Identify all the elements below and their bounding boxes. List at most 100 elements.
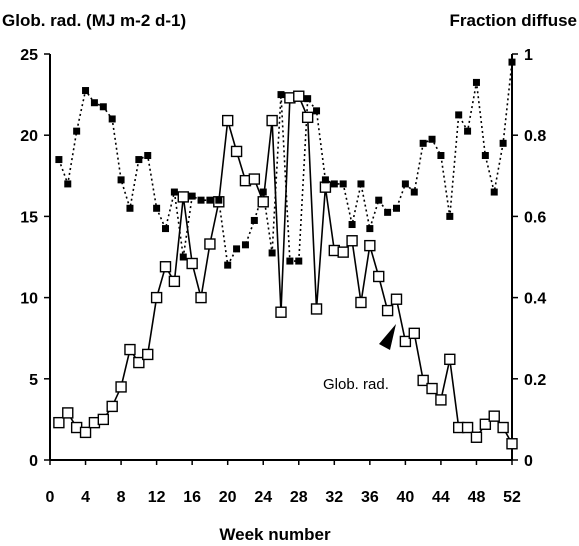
fraction-diffuse-point bbox=[321, 176, 329, 184]
glob-rad-point bbox=[266, 114, 278, 127]
fraction-diffuse-point bbox=[126, 204, 134, 212]
glob-rad-point bbox=[346, 235, 358, 247]
x-axis-title: Week number bbox=[219, 525, 331, 544]
glob-rad-point bbox=[53, 416, 65, 429]
fraction-diffuse-point bbox=[224, 261, 232, 269]
glob-rad-point bbox=[417, 374, 429, 387]
fraction-diffuse-point bbox=[481, 152, 489, 159]
fraction-diffuse-point bbox=[277, 91, 285, 99]
fraction-diffuse-point bbox=[490, 188, 498, 196]
glob-rad-point bbox=[408, 327, 420, 340]
annotation-label: Glob. rad. bbox=[323, 376, 389, 393]
glob-rad-point bbox=[195, 291, 207, 304]
glob-rad-point bbox=[444, 353, 456, 366]
x-tick-label: 32 bbox=[325, 489, 343, 506]
x-tick-label: 52 bbox=[503, 489, 521, 506]
fraction-diffuse-point bbox=[375, 196, 383, 204]
y-left-tick-label: 15 bbox=[20, 209, 38, 226]
fraction-diffuse-point bbox=[135, 156, 143, 164]
fraction-diffuse-point bbox=[437, 152, 445, 159]
y-left-tick-label: 0 bbox=[29, 453, 38, 470]
x-tick-label: 24 bbox=[254, 489, 272, 506]
y-right-tick-label: 0.8 bbox=[524, 128, 546, 145]
fraction-diffuse-point bbox=[170, 188, 178, 196]
glob-rad-point bbox=[399, 335, 412, 348]
y-left-axis-title: Glob. rad. (MJ m-2 d-1) bbox=[2, 11, 186, 30]
fraction-diffuse-point bbox=[82, 87, 90, 95]
glob-rad-point bbox=[150, 291, 163, 304]
glob-rad-point bbox=[310, 303, 323, 315]
glob-rad-point bbox=[275, 306, 287, 318]
glob_rad-line bbox=[58, 95, 513, 445]
glob-rad-point bbox=[497, 421, 509, 434]
x-tick-label: 16 bbox=[183, 489, 201, 506]
fraction-diffuse-point bbox=[339, 180, 347, 188]
y-right-tick-label: 1 bbox=[524, 47, 533, 64]
glob-rad-point bbox=[230, 145, 243, 158]
glob-rad-point bbox=[479, 418, 492, 430]
glob-rad-point bbox=[381, 304, 394, 317]
y-left-tick-label: 20 bbox=[20, 128, 38, 145]
glob-rad-point bbox=[97, 413, 110, 426]
x-tick-label: 44 bbox=[432, 489, 450, 506]
glob-rad-point bbox=[221, 114, 234, 127]
fraction_diffuse-line bbox=[58, 62, 513, 268]
fraction-diffuse-point bbox=[99, 103, 107, 111]
glob-rad-point bbox=[435, 394, 447, 406]
fraction-diffuse-point bbox=[295, 257, 303, 265]
fraction-diffuse-point bbox=[144, 152, 152, 159]
glob-rad-point bbox=[248, 173, 261, 185]
x-tick-label: 28 bbox=[290, 489, 308, 506]
fraction-diffuse-point bbox=[508, 58, 516, 66]
fraction-diffuse-point bbox=[472, 78, 480, 86]
glob-rad-point bbox=[79, 426, 92, 439]
fraction-diffuse-point bbox=[179, 253, 187, 261]
glob-rad-point bbox=[177, 191, 189, 203]
glob-rad-point bbox=[186, 257, 198, 270]
fraction-diffuse-point bbox=[268, 249, 276, 257]
y-right-tick-label: 0.6 bbox=[524, 209, 546, 226]
glob-rad-point bbox=[133, 356, 145, 369]
glob-rad-point bbox=[159, 261, 172, 273]
fraction-diffuse-point bbox=[233, 245, 241, 253]
fraction-diffuse-point bbox=[348, 221, 356, 229]
glob-rad-point bbox=[124, 343, 136, 356]
glob-rad-point bbox=[106, 400, 118, 413]
fraction-diffuse-point bbox=[197, 196, 205, 204]
x-tick-label: 40 bbox=[396, 489, 414, 506]
fraction-diffuse-point bbox=[153, 204, 161, 212]
fraction-diffuse-point bbox=[428, 135, 436, 143]
fraction-diffuse-point bbox=[330, 180, 338, 188]
fraction-diffuse-point bbox=[73, 127, 81, 135]
glob-rad-point bbox=[337, 246, 349, 258]
y-right-axis-title: Fraction diffuse bbox=[449, 11, 577, 30]
glob-rad-point bbox=[355, 296, 367, 309]
glob-rad-point bbox=[506, 438, 518, 450]
fraction-diffuse-point bbox=[499, 139, 507, 147]
fraction-diffuse-point bbox=[410, 188, 418, 196]
glob-rad-point bbox=[364, 239, 376, 252]
fraction-diffuse-point bbox=[446, 212, 454, 220]
y-left-tick-label: 10 bbox=[20, 291, 38, 308]
glob-rad-point bbox=[115, 381, 127, 393]
glob-rad-point bbox=[461, 421, 474, 434]
fraction-diffuse-point bbox=[464, 127, 472, 135]
glob-rad-point bbox=[142, 348, 154, 361]
glob-rad-point bbox=[426, 382, 438, 395]
glob-rad-point bbox=[62, 407, 74, 419]
fraction-diffuse-point bbox=[241, 241, 249, 249]
glob-rad-point bbox=[470, 431, 483, 443]
fraction-diffuse-point bbox=[313, 107, 321, 115]
glob-rad-point bbox=[204, 238, 216, 250]
y-left-tick-label: 25 bbox=[20, 47, 38, 64]
fraction-diffuse-point bbox=[108, 115, 116, 123]
fraction-diffuse-point bbox=[304, 95, 312, 103]
y-right-tick-label: 0.2 bbox=[524, 372, 546, 389]
annotation-arrow bbox=[379, 324, 396, 350]
glob-rad-point bbox=[257, 196, 269, 208]
fraction-diffuse-point bbox=[393, 204, 400, 212]
fraction-diffuse-point bbox=[188, 192, 196, 200]
fraction-diffuse-point bbox=[366, 225, 374, 233]
fraction-diffuse-point bbox=[455, 111, 463, 119]
